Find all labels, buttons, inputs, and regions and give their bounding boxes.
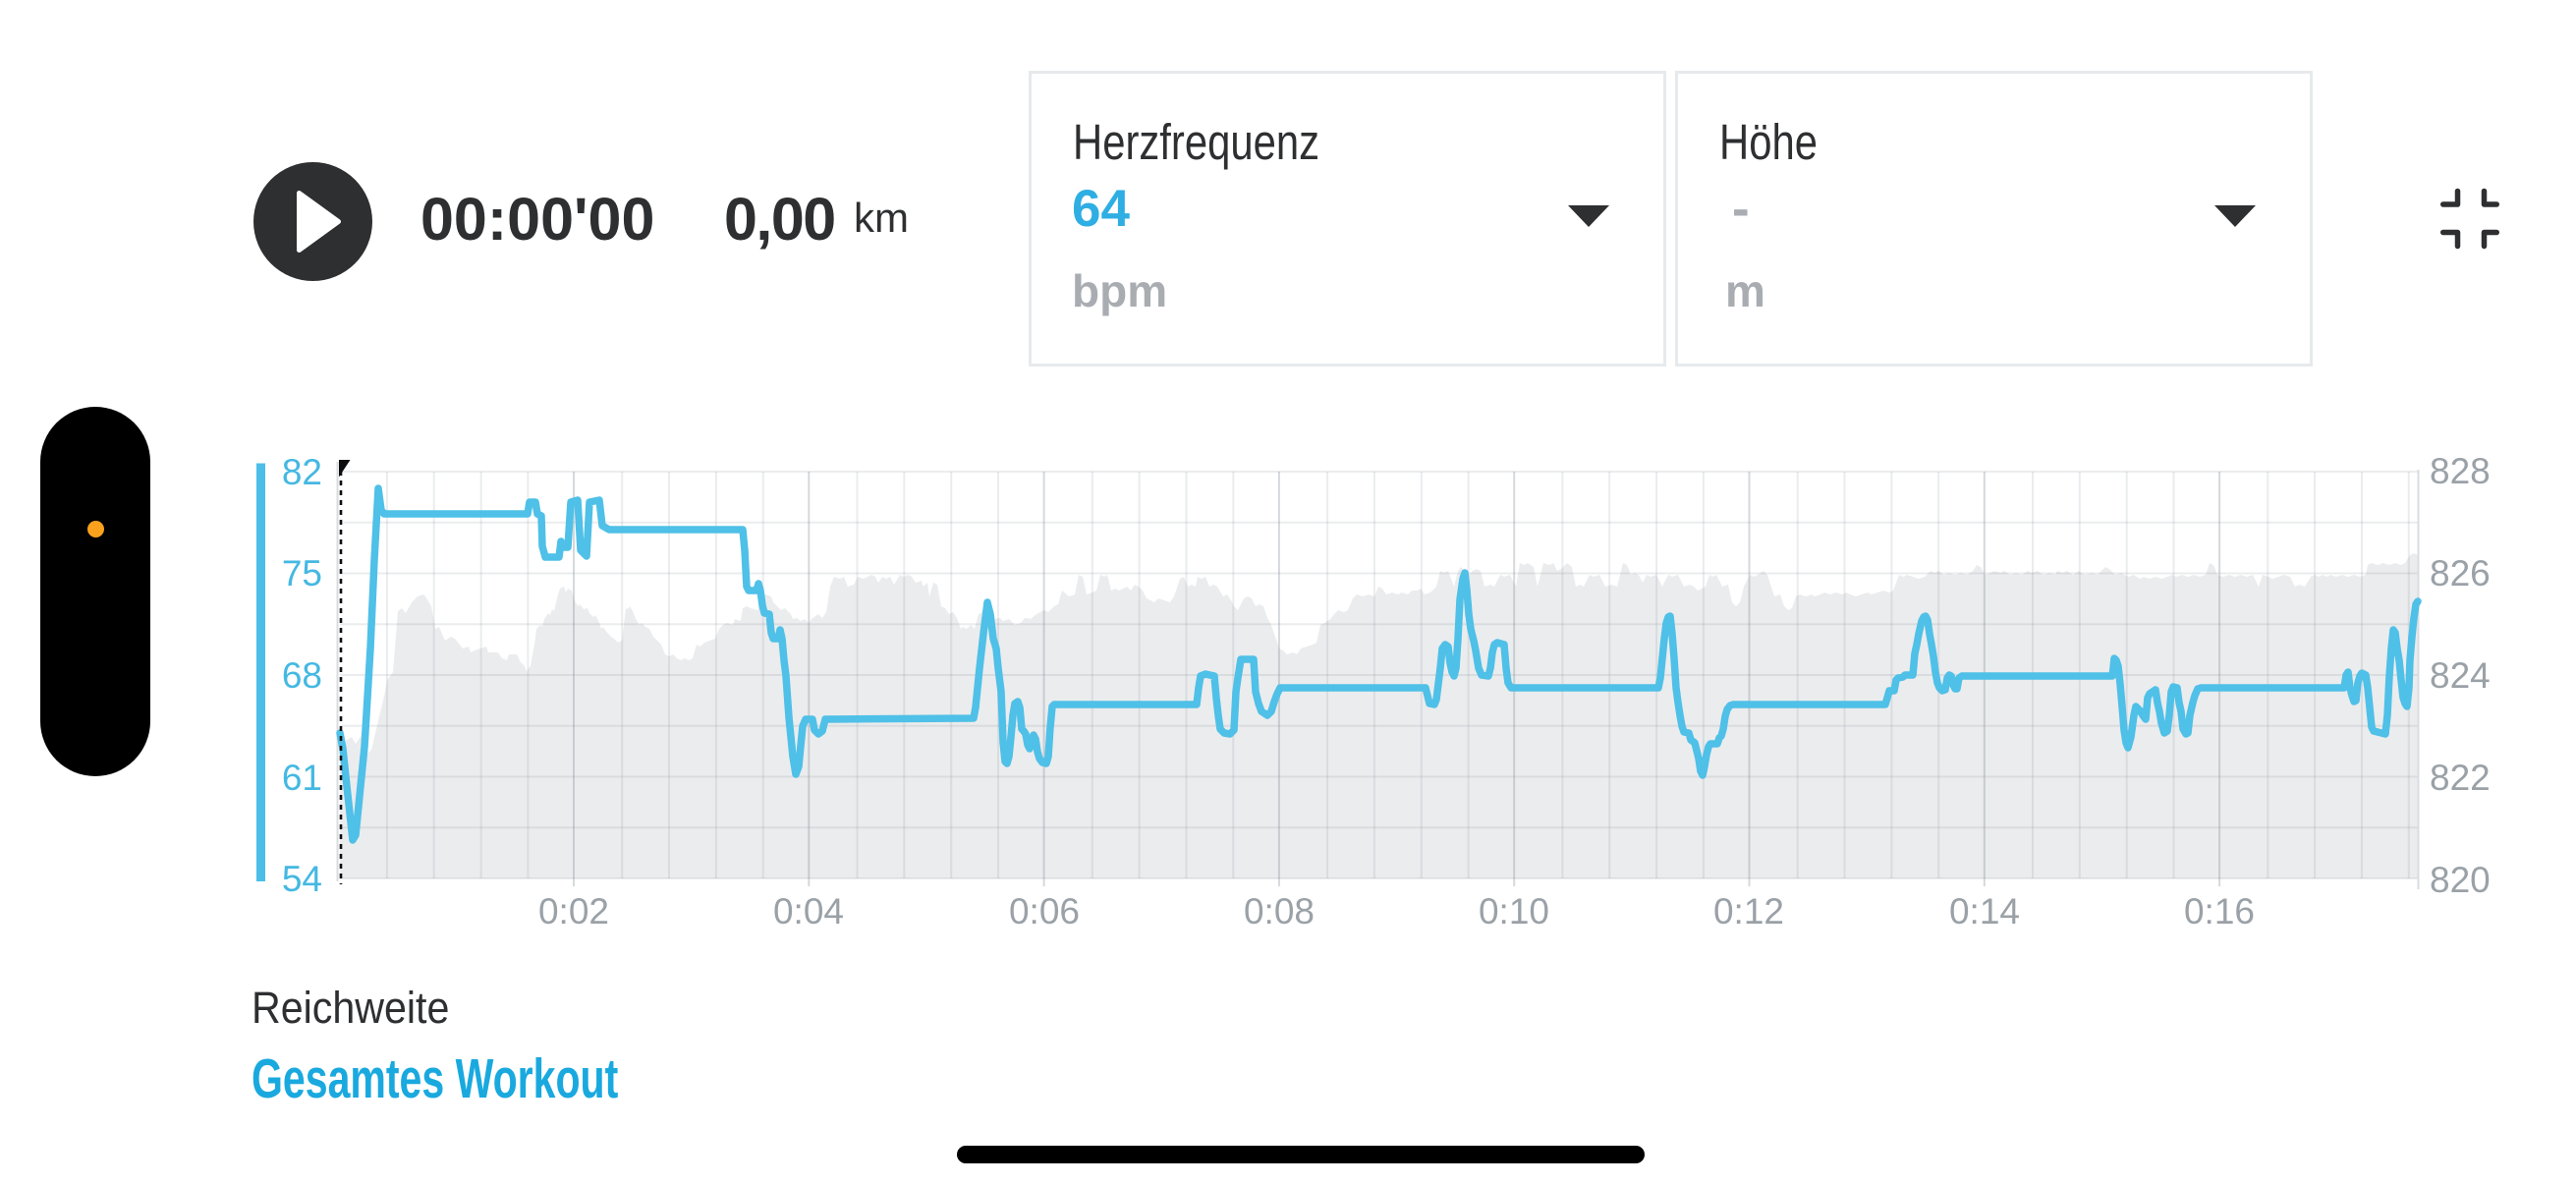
svg-text:75: 75 xyxy=(282,553,322,593)
svg-text:0:12: 0:12 xyxy=(1713,891,1784,931)
svg-text:0:16: 0:16 xyxy=(2184,891,2255,931)
svg-text:61: 61 xyxy=(282,758,322,798)
svg-text:82: 82 xyxy=(282,452,322,492)
svg-text:820: 820 xyxy=(2430,860,2491,900)
svg-text:0:02: 0:02 xyxy=(538,891,609,931)
svg-text:54: 54 xyxy=(282,859,322,899)
svg-text:0:14: 0:14 xyxy=(1949,891,2020,931)
svg-text:0:04: 0:04 xyxy=(773,891,844,931)
svg-text:824: 824 xyxy=(2430,655,2491,696)
svg-text:0:10: 0:10 xyxy=(1479,891,1549,931)
svg-text:0:06: 0:06 xyxy=(1009,891,1080,931)
svg-text:826: 826 xyxy=(2430,553,2491,593)
svg-text:828: 828 xyxy=(2430,451,2491,491)
svg-text:68: 68 xyxy=(282,655,322,696)
svg-text:822: 822 xyxy=(2430,758,2491,798)
svg-text:0:08: 0:08 xyxy=(1244,891,1315,931)
